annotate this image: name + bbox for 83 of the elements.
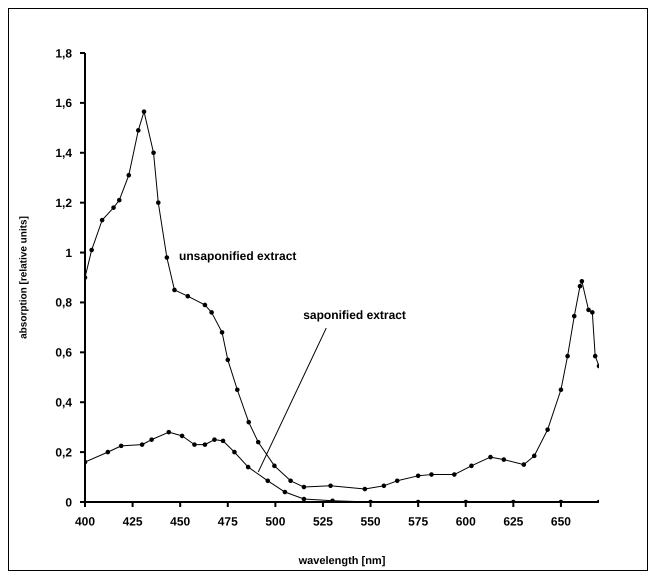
y-tick-label: 0,2 (55, 445, 72, 460)
y-tick-label: 0,4 (55, 395, 72, 410)
annotation: unsaponified extract (179, 249, 296, 263)
point (232, 450, 237, 454)
x-tick-label: 600 (456, 514, 476, 529)
y-tick-label: 0,8 (55, 296, 72, 310)
x-tick-label: 575 (408, 514, 428, 529)
point (532, 454, 537, 458)
point (265, 478, 270, 484)
point (565, 354, 570, 358)
x-tick-label: 525 (312, 514, 334, 529)
point (488, 454, 493, 460)
y-tick-label: 1,6 (55, 96, 72, 110)
point (282, 490, 288, 494)
point (140, 442, 144, 447)
y-tick-label: 1 (65, 246, 72, 260)
x-tick-label: 450 (170, 514, 191, 529)
point (116, 198, 122, 202)
point (429, 472, 434, 477)
point (586, 308, 591, 312)
y-tick-label: 1,8 (55, 46, 72, 60)
point (164, 255, 170, 260)
point (416, 474, 420, 478)
point (220, 330, 224, 335)
x-tick-label: 475 (218, 514, 238, 529)
point (288, 478, 293, 484)
point (209, 310, 214, 315)
point (106, 450, 110, 454)
x-tick-label: 650 (550, 514, 572, 529)
point (580, 278, 584, 284)
point (256, 440, 261, 444)
point (192, 442, 197, 447)
point (136, 128, 141, 133)
y-tick-label: 1,2 (55, 196, 72, 210)
point (328, 483, 333, 488)
point (558, 387, 564, 392)
point (111, 205, 116, 210)
x-tick-label: 625 (503, 514, 524, 529)
point (246, 464, 250, 470)
point (151, 150, 156, 156)
point (362, 486, 368, 492)
x-axis-title: wavelength [nm] (298, 555, 386, 567)
point (180, 434, 184, 438)
point (202, 302, 208, 308)
point (202, 442, 208, 447)
point (302, 496, 306, 502)
x-tick-label: 400 (74, 514, 96, 529)
y-tick-label: 0 (65, 495, 72, 510)
point (545, 427, 550, 432)
point (592, 354, 598, 358)
point (172, 288, 177, 292)
x-tick-label: 500 (265, 514, 286, 529)
point (225, 358, 230, 362)
y-axis-title: absorption [relative units] (18, 216, 30, 339)
x-tick-label: 425 (122, 514, 143, 529)
point (156, 200, 161, 205)
point (590, 310, 595, 315)
point (186, 294, 190, 299)
y-tick-label: 1,4 (55, 146, 72, 160)
y-tick-label: 0,6 (55, 346, 72, 360)
annotation: saponified extract (303, 308, 406, 322)
point (469, 464, 474, 468)
x-tick-label: 550 (360, 514, 381, 529)
point (166, 430, 172, 434)
point (89, 248, 94, 252)
point (118, 444, 124, 448)
point (272, 464, 277, 468)
point (502, 457, 506, 462)
point (234, 387, 240, 392)
point (220, 438, 226, 444)
point (572, 314, 577, 318)
point (212, 437, 217, 442)
point (578, 284, 582, 289)
point (142, 109, 146, 114)
point (126, 172, 132, 178)
point (149, 437, 154, 442)
point (302, 484, 306, 490)
point (382, 483, 386, 488)
point (246, 420, 252, 424)
point (394, 478, 400, 484)
point (452, 472, 457, 477)
point (100, 218, 104, 222)
point (522, 462, 526, 467)
